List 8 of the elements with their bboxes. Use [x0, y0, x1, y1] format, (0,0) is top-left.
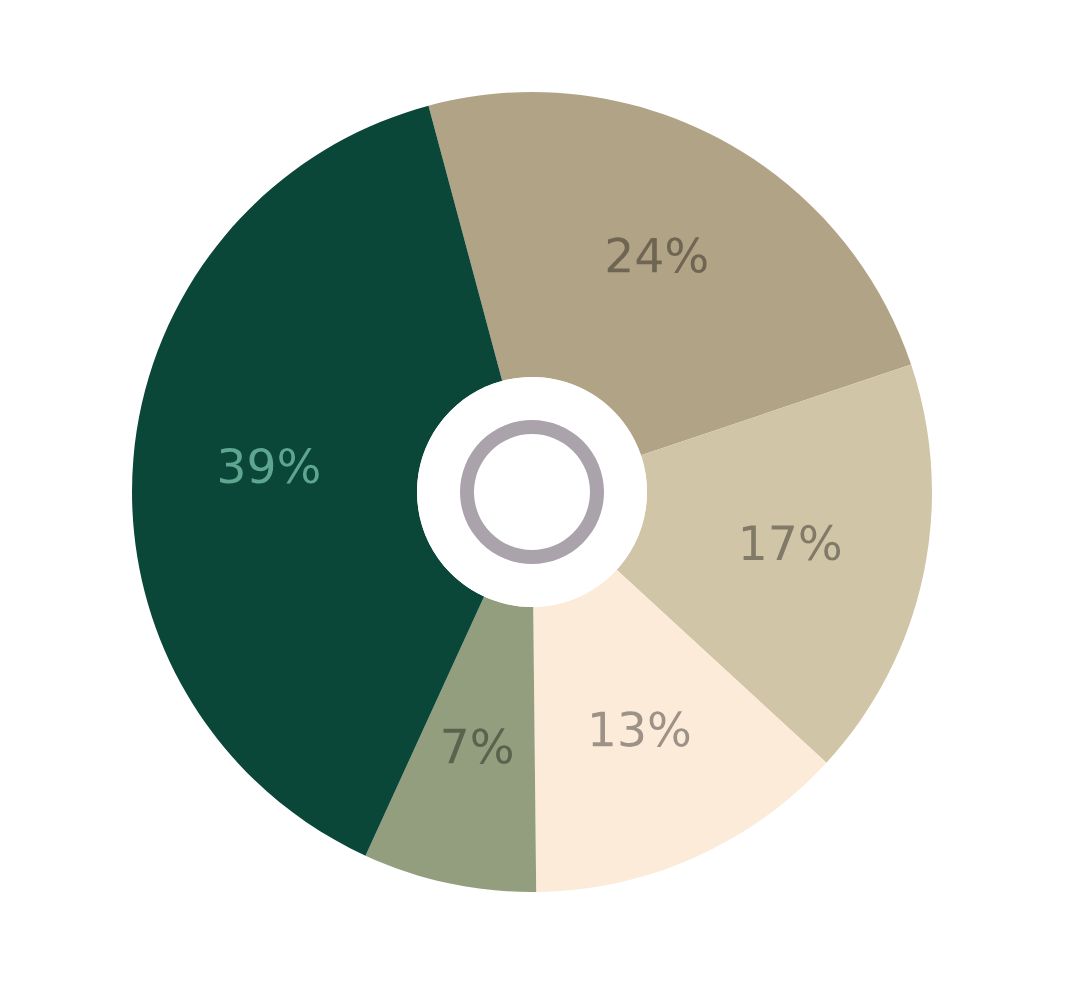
data-label: 24% — [607, 237, 707, 274]
data-label: 17% — [742, 524, 841, 561]
data-label: 13% — [592, 711, 690, 747]
donut-slice — [428, 92, 912, 456]
donut-slice — [365, 596, 537, 892]
data-label: 7% — [443, 728, 512, 764]
donut-slice — [533, 569, 827, 892]
data-label: 39% — [220, 447, 319, 484]
